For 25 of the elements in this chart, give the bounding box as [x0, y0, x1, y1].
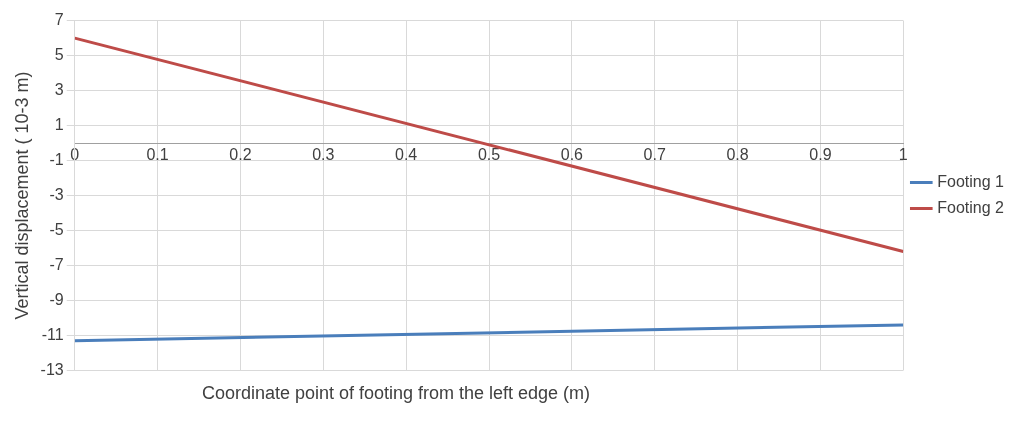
- y-tick-label: 5: [54, 45, 64, 63]
- x-tick-label: 0.5: [477, 146, 501, 164]
- y-tick-label: -5: [49, 220, 64, 238]
- x-tick-label: 0.1: [146, 146, 169, 164]
- y-tick-label: -1: [49, 150, 64, 168]
- x-tick-label: 0.2: [229, 146, 252, 164]
- y-tick-label: -3: [49, 185, 64, 203]
- y-tick-label: 3: [54, 80, 64, 98]
- x-tick-label: 0.6: [560, 146, 584, 164]
- x-axis-title: Coordinate point of footing from the left edge (m): [200, 383, 592, 404]
- y-tick-label: -9: [49, 290, 64, 308]
- y-tick-label: 1: [54, 115, 64, 133]
- y-tick-label: 7: [54, 11, 64, 29]
- x-tick-label: 0.3: [312, 146, 335, 164]
- y-tick-label: -7: [49, 255, 64, 273]
- x-tick-label: 0.9: [809, 146, 832, 164]
- legend-label: Footing 2: [937, 198, 1005, 216]
- legend-label: Footing 1: [937, 172, 1005, 190]
- x-tick-label: 0.4: [395, 146, 418, 164]
- x-tick-label: 0.7: [643, 146, 666, 164]
- x-tick-label: 1: [898, 146, 908, 164]
- y-axis-title: Vertical displacement ( 10-3 m): [11, 71, 32, 320]
- y-tick-label: -11: [41, 325, 64, 343]
- y-tick-label: -13: [40, 360, 64, 378]
- x-tick-label: 0.8: [726, 146, 749, 164]
